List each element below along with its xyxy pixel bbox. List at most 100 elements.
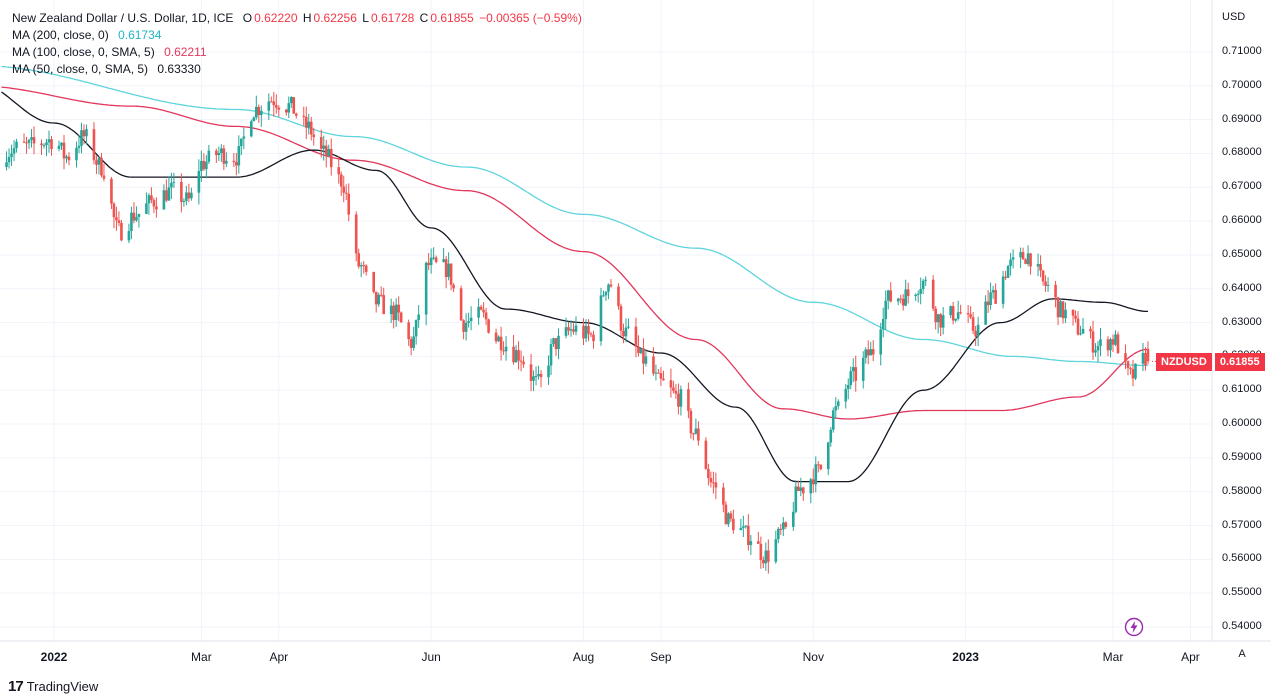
candle-body: [881, 319, 885, 330]
candle-body: [165, 190, 168, 201]
candle-body: [319, 137, 323, 149]
candle-body: [809, 479, 813, 494]
candle-body: [784, 522, 788, 527]
candle-body: [759, 543, 763, 560]
candle-body: [619, 306, 623, 331]
candle-body: [512, 346, 515, 363]
candle: [117, 211, 121, 227]
candle: [327, 144, 331, 158]
candle-body: [599, 295, 603, 342]
candle-body: [494, 332, 498, 342]
candle-body: [1011, 257, 1015, 260]
moving-average-lines: [1, 65, 1149, 483]
candle: [97, 156, 101, 175]
candle-body: [339, 174, 343, 187]
candle-body: [617, 286, 620, 307]
candle-body: [627, 326, 630, 328]
candle: [954, 318, 957, 323]
candle-body: [232, 160, 236, 163]
candle-body: [679, 389, 683, 407]
candle: [624, 318, 628, 343]
price-tick-label: 0.66000: [1222, 214, 1262, 227]
candle: [172, 172, 176, 188]
candle: [502, 341, 505, 356]
candle-body: [382, 295, 385, 315]
candle-body: [1004, 276, 1007, 278]
price-tick-label: 0.55000: [1222, 586, 1262, 599]
candle: [27, 138, 31, 149]
candle: [449, 263, 453, 291]
candle-body: [1056, 297, 1060, 318]
candle-body: [7, 157, 11, 163]
legend-ma200-row[interactable]: MA (200, close, 0) 0.61734: [12, 27, 584, 44]
candle-body: [392, 305, 395, 320]
candle: [459, 285, 463, 321]
tradingview-footer[interactable]: 17 TradingView: [8, 678, 98, 695]
candle-body: [434, 257, 438, 262]
candle-body: [687, 389, 690, 411]
candle: [709, 471, 713, 488]
candle-body: [347, 193, 351, 215]
candle: [739, 518, 743, 531]
candle-body: [197, 170, 201, 193]
candle-body: [504, 346, 508, 352]
candle: [599, 287, 603, 346]
low-label: L: [362, 11, 369, 25]
candle: [654, 364, 658, 381]
candle: [427, 253, 430, 271]
candle: [816, 461, 820, 473]
low-value: 0.61728: [370, 11, 415, 25]
candle-body: [374, 291, 378, 305]
candle: [1004, 270, 1007, 281]
candle: [517, 341, 520, 370]
candle: [220, 144, 223, 162]
candle: [95, 155, 98, 175]
price-tick-label: 0.71000: [1222, 45, 1262, 57]
candle: [1019, 247, 1022, 269]
candle: [634, 317, 638, 358]
candle: [762, 556, 765, 569]
high-value: 0.62256: [313, 11, 357, 25]
candle-body: [607, 284, 610, 292]
candle: [777, 526, 780, 544]
open-value: 0.62220: [254, 11, 298, 25]
candle-body: [801, 487, 805, 494]
lightning-icon[interactable]: [1124, 617, 1144, 637]
candle: [135, 206, 138, 222]
candle: [180, 173, 183, 213]
candle-body: [959, 312, 962, 314]
legend-symbol-row[interactable]: New Zealand Dollar / U.S. Dollar, 1D, IC…: [12, 10, 584, 27]
candle: [884, 290, 888, 330]
auto-scale-button[interactable]: A: [1238, 648, 1246, 660]
candle-body: [1129, 368, 1132, 370]
candle: [1059, 298, 1062, 318]
legend-ma50-row[interactable]: MA (50, close, 0, SMA, 5) 0.63330: [12, 61, 584, 78]
candle-body: [357, 253, 361, 267]
legend-ma100-row[interactable]: MA (100, close, 0, SMA, 5) 0.62211: [12, 44, 584, 61]
candle: [322, 135, 326, 161]
candle-body: [836, 401, 840, 407]
candle: [364, 264, 368, 276]
candle: [482, 302, 485, 318]
candle: [197, 159, 201, 205]
candle: [479, 304, 483, 311]
candle-body: [462, 320, 465, 332]
candle-body: [447, 263, 450, 278]
candle: [269, 96, 273, 103]
candle: [959, 304, 962, 315]
candle: [674, 384, 678, 399]
candle: [729, 510, 733, 522]
candle-body: [747, 525, 750, 546]
candle: [357, 248, 361, 269]
candle-body: [811, 479, 815, 485]
candle-body: [609, 284, 613, 287]
candle: [100, 153, 103, 178]
candle-body: [574, 325, 578, 332]
candle: [429, 248, 433, 274]
candle: [794, 480, 798, 514]
candle-body: [200, 160, 203, 171]
candle: [569, 320, 573, 337]
candle: [836, 399, 840, 410]
candle-body: [749, 541, 753, 546]
